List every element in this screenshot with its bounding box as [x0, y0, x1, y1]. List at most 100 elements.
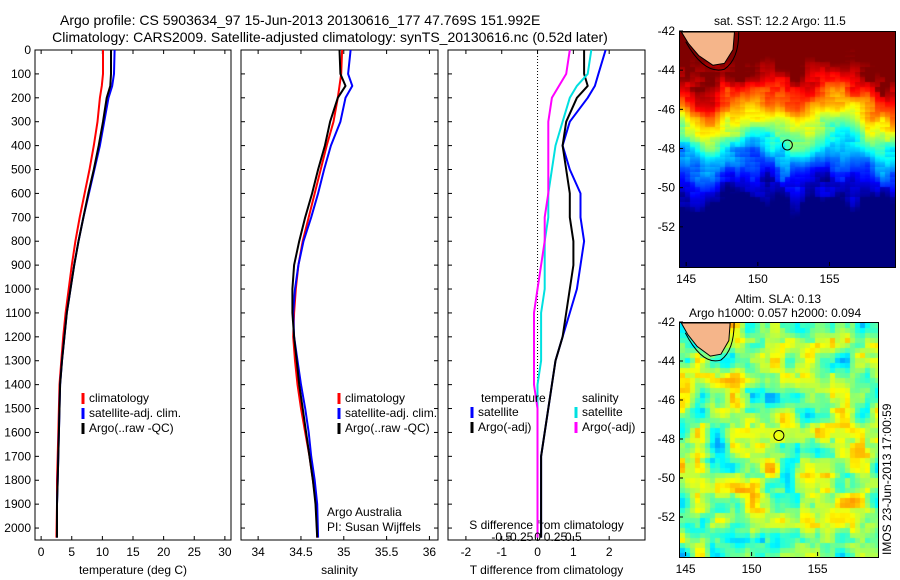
stick-label: 0: [534, 530, 541, 544]
salinity-panel: 34 34.5 35 35.5 36 salinity climatologysatelli…: [240, 49, 439, 577]
xtick-label: 5: [68, 545, 75, 559]
coast-contour: [685, 32, 740, 71]
ytick-label: 1600: [4, 425, 31, 439]
annotation-line-2: PI: Susan Wijffels: [327, 520, 421, 534]
map-ytick-label: -42: [658, 24, 676, 38]
profile-panels: 0100200300400500600700800900100011001200…: [4, 43, 646, 577]
map-ytick-label: -46: [658, 393, 676, 407]
ytick-label: 1500: [4, 402, 31, 416]
series-temperature-argo-adj-: [540, 50, 589, 538]
map-ytick-label: -48: [658, 142, 676, 156]
map-ytick-label: -42: [658, 315, 676, 329]
legend-label: Argo(..raw -QC): [89, 421, 174, 435]
ytick-label: 1300: [4, 354, 31, 368]
legend-label: satellite: [582, 405, 623, 419]
map-xtick-label: 150: [748, 272, 768, 286]
ytick-label: 1100: [5, 306, 31, 320]
legend-label: Argo(-adj): [478, 420, 531, 434]
xtick-label: 15: [126, 545, 140, 559]
sst-map-axes: -42 -44 -46 -48 -50 -52 145 150 155: [658, 24, 840, 286]
coast-contour: [684, 323, 735, 362]
tasmania-land: [680, 323, 731, 357]
map-ytick-label: -46: [658, 102, 676, 116]
map-ytick-label: -52: [658, 220, 676, 234]
differences-frame: [447, 49, 646, 541]
map-ytick-label: -50: [658, 471, 676, 485]
ytick-label: 400: [11, 139, 31, 153]
title-line-2: Climatology: CARS2009. Satellite-adjuste…: [52, 29, 608, 45]
ytick-label: 100: [11, 67, 31, 81]
series-argo-raw-qc-: [56, 50, 112, 538]
argo-location-marker: [781, 139, 793, 151]
ytick-label: 1900: [4, 497, 31, 511]
annotation-line-1: Argo Australia: [327, 505, 402, 519]
map-xtick-label: 155: [819, 272, 839, 286]
xtick-label: 10: [96, 545, 110, 559]
ytick-label: 1700: [4, 449, 31, 463]
series-argo-raw-qc-: [291, 49, 347, 538]
sst-map: [679, 31, 896, 268]
map-ytick-label: -44: [658, 63, 676, 77]
legend-label: climatology: [345, 391, 405, 405]
stick-label: 0.5: [565, 530, 582, 544]
map-ytick-label: -44: [658, 354, 676, 368]
stick-label: -0.5: [491, 530, 512, 544]
legend-label: satellite-adj. clim.: [89, 406, 181, 420]
salinity-frame: [240, 49, 439, 541]
ytick-label: 300: [11, 115, 31, 129]
series-salinity-argo-adj-: [533, 49, 571, 538]
map-ytick-label: -50: [658, 181, 676, 195]
ytick-label: 500: [11, 163, 31, 177]
xtick-label: 20: [157, 545, 171, 559]
ytick-label: 2000: [4, 521, 31, 535]
xtick-label: 0: [534, 545, 541, 559]
map-xtick-label: 145: [676, 562, 696, 576]
sla-map-axes: -42 -44 -46 -48 -50 -52 145 150 155: [658, 315, 828, 576]
xtick-label: 30: [218, 545, 232, 559]
differences-xlabel-top: S difference from climatology: [469, 518, 624, 532]
ytick-label: 1800: [4, 473, 31, 487]
ytick-label: 800: [11, 234, 31, 248]
xtick-label: 34: [251, 545, 265, 559]
xtick-label: -1: [496, 545, 507, 559]
footer-timestamp: IMOS 23-Jun-2013 17:00:59: [880, 403, 894, 555]
salinity-xlabel: salinity: [321, 563, 358, 577]
sla-map: [679, 322, 879, 558]
ytick-label: 600: [11, 186, 31, 200]
xtick-label: 35: [337, 545, 351, 559]
tasmania-land: [680, 32, 735, 66]
map-xtick-label: 145: [676, 272, 696, 286]
sst-map-overlay: [680, 32, 793, 151]
temperature-panel: 0100200300400500600700800900100011001200…: [4, 43, 232, 577]
ytick-label: 1200: [4, 330, 31, 344]
map-xtick-label: 150: [742, 562, 762, 576]
legend-header-temperature: temperature: [481, 391, 546, 405]
sla-map-title-1: Altim. SLA: 0.13: [735, 292, 822, 306]
temperature-xlabel: temperature (deg C): [79, 563, 187, 577]
temperature-frame: [34, 49, 232, 541]
sla-map-overlay: [680, 323, 785, 441]
xtick-label: 36: [423, 545, 437, 559]
legend-header-salinity: salinity: [582, 391, 619, 405]
xtick-label: 0: [38, 545, 45, 559]
xtick-label: 35.5: [375, 545, 399, 559]
ytick-label: 0: [24, 43, 31, 57]
map-xtick-label: 155: [808, 562, 828, 576]
stick-label: -0.25: [506, 530, 534, 544]
title-line-1: Argo profile: CS 5903634_97 15-Jun-2013 …: [60, 12, 541, 28]
xtick-label: 25: [188, 545, 202, 559]
legend-label: satellite: [478, 405, 519, 419]
legend-label: climatology: [89, 391, 149, 405]
differences-panel: -2 -1 0 1 2 T difference from climatology S di…: [447, 49, 646, 577]
ytick-label: 700: [11, 210, 31, 224]
legend-label: Argo(..raw -QC): [345, 421, 430, 435]
legend-label: Argo(-adj): [582, 420, 635, 434]
xtick-label: -2: [461, 545, 472, 559]
series-satellite-adj-clim-: [292, 49, 354, 538]
ytick-label: 1000: [4, 282, 31, 296]
sla-map-title-2: Argo h1000: 0.057 h2000: 0.094: [689, 306, 862, 320]
ytick-label: 1400: [4, 378, 31, 392]
stick-label: 0.25: [544, 530, 568, 544]
differences-xlabel: T difference from climatology: [470, 563, 624, 577]
xtick-label: 34.5: [289, 545, 313, 559]
